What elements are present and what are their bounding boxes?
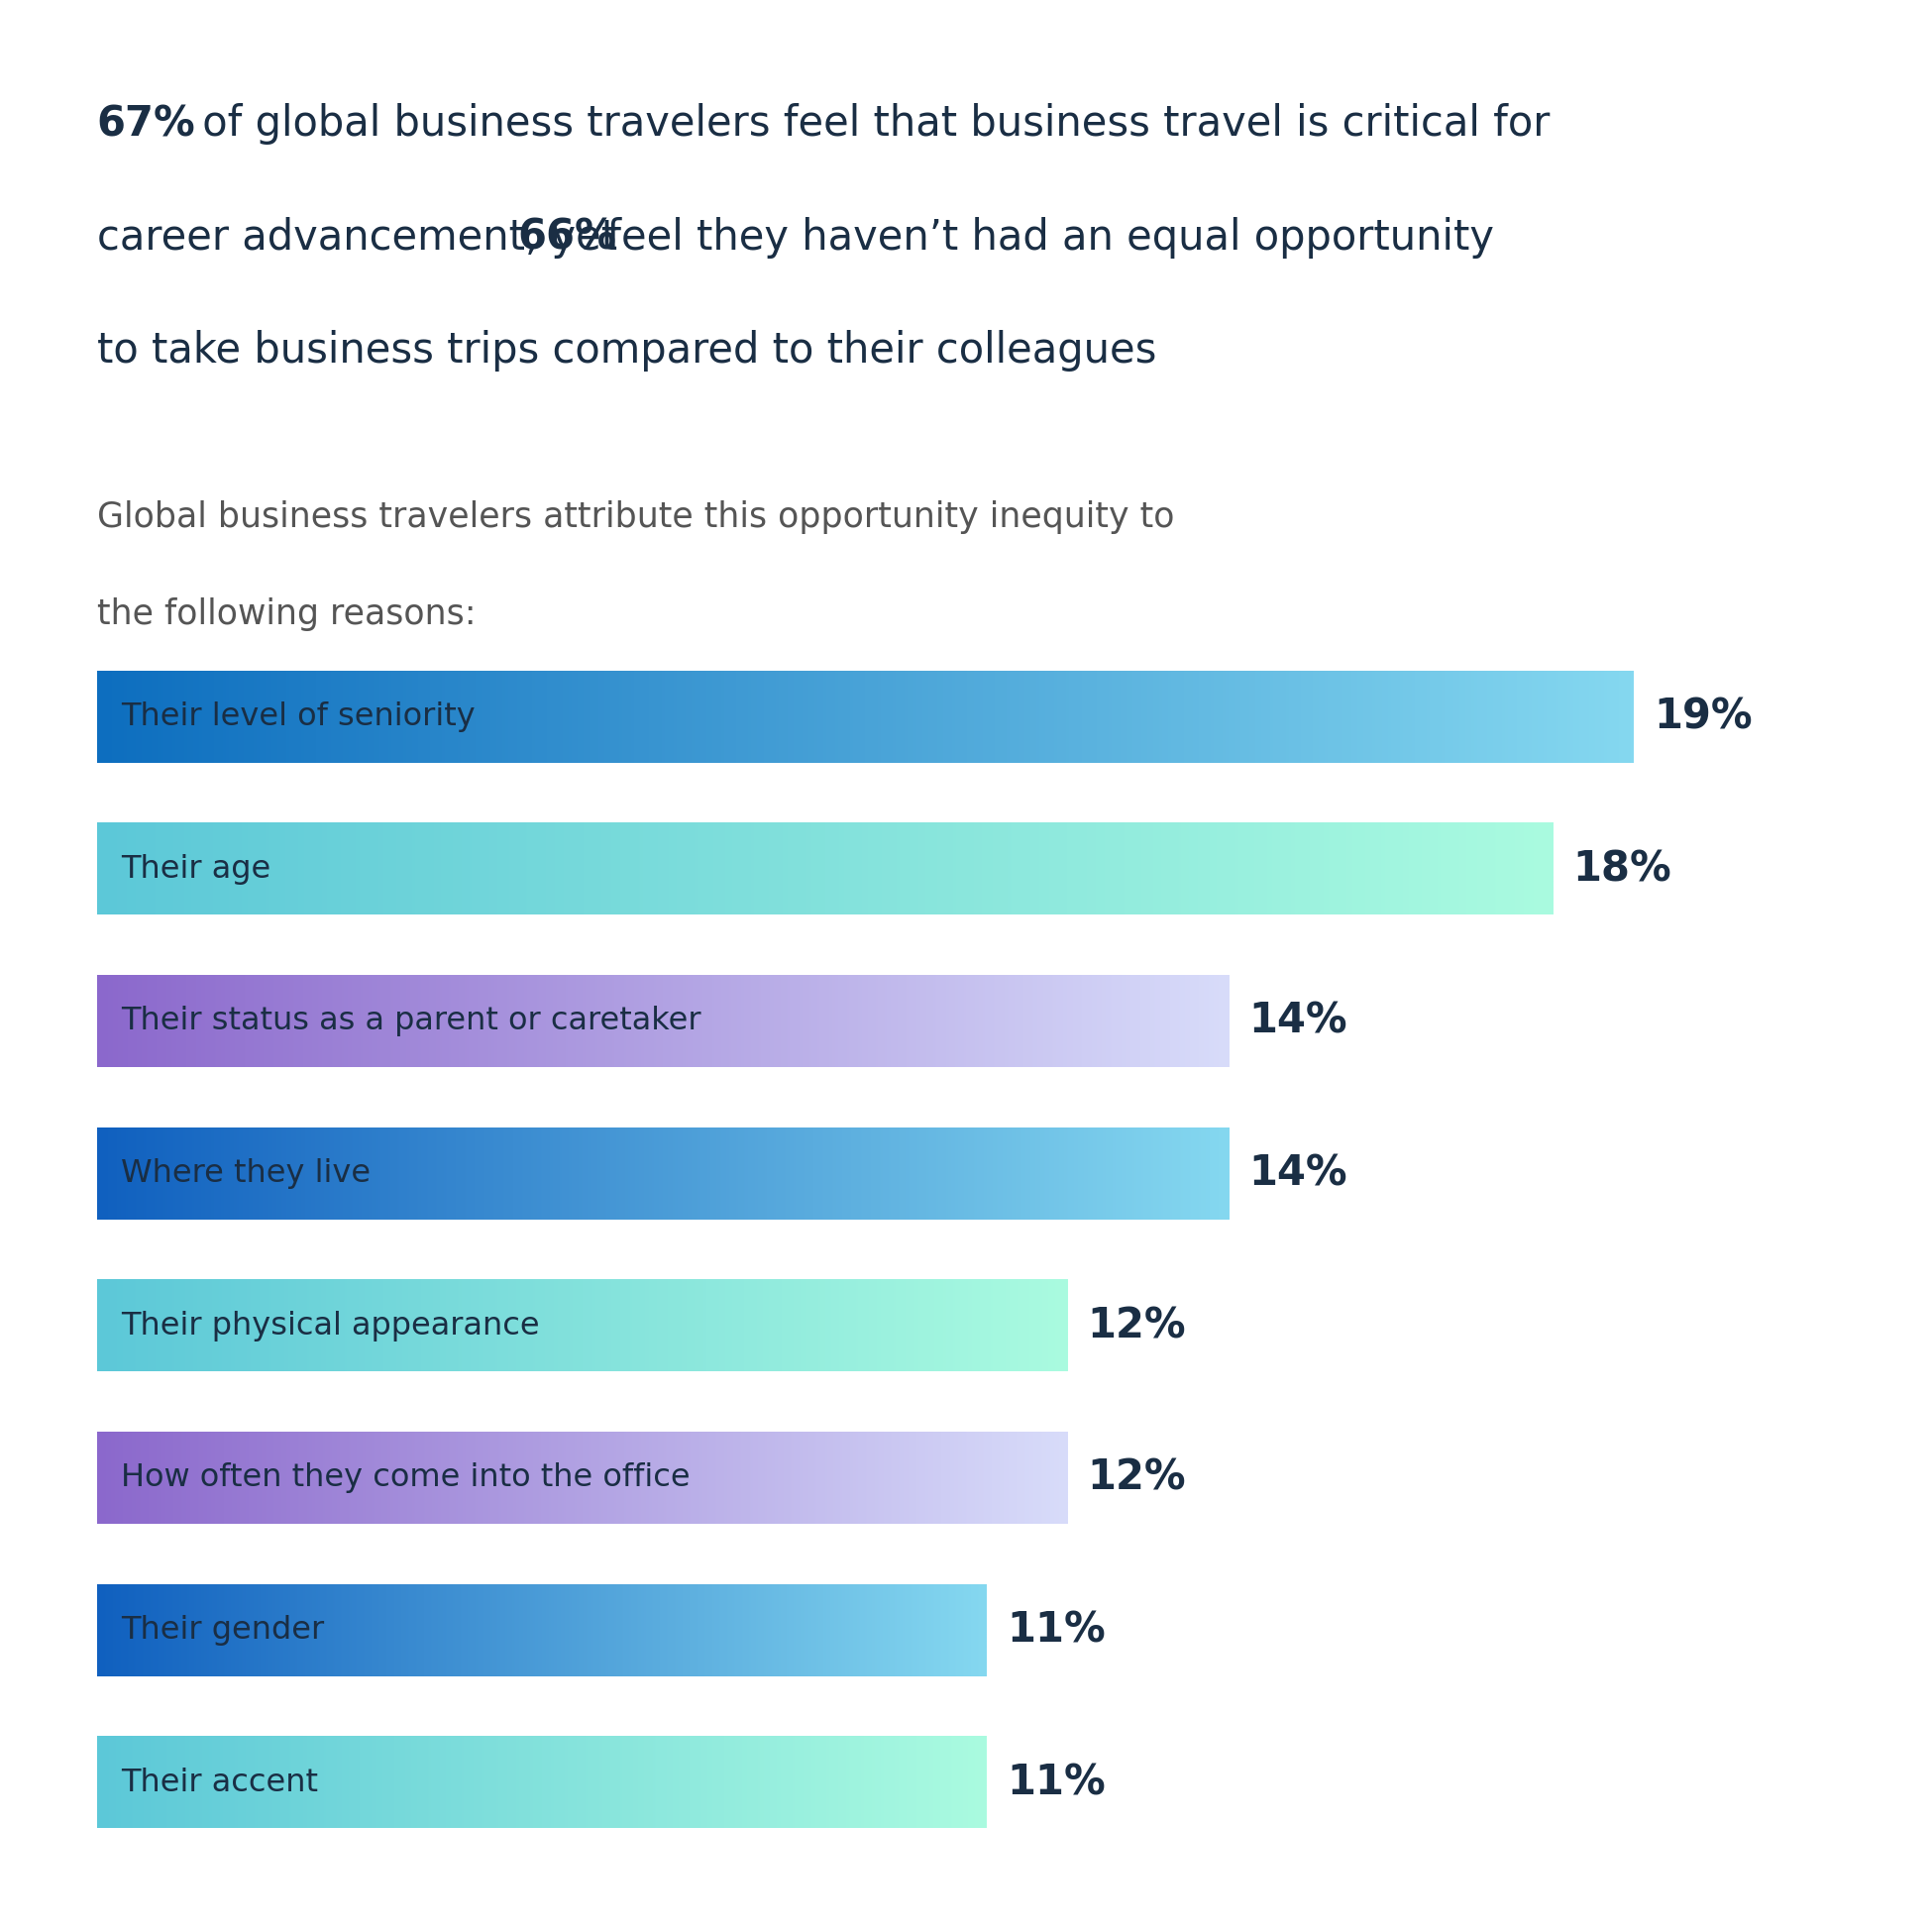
Text: 14%: 14% bbox=[1250, 1153, 1349, 1194]
Text: 67%: 67% bbox=[97, 102, 195, 145]
Text: How often they come into the office: How often they come into the office bbox=[122, 1463, 690, 1493]
Text: 66%: 66% bbox=[518, 216, 616, 259]
Text: Their level of seniority: Their level of seniority bbox=[122, 701, 475, 732]
Text: Their gender: Their gender bbox=[122, 1615, 325, 1646]
Text: 18%: 18% bbox=[1573, 848, 1671, 891]
Text: 11%: 11% bbox=[1007, 1762, 1105, 1803]
Text: 19%: 19% bbox=[1654, 696, 1752, 738]
Text: 14%: 14% bbox=[1250, 1001, 1349, 1041]
Text: to take business trips compared to their colleagues: to take business trips compared to their… bbox=[97, 330, 1155, 373]
Text: the following reasons:: the following reasons: bbox=[97, 597, 475, 630]
Text: 12%: 12% bbox=[1088, 1306, 1186, 1347]
Text: Where they live: Where they live bbox=[122, 1159, 371, 1188]
Text: 11%: 11% bbox=[1007, 1609, 1105, 1652]
Text: career advancement, yet: career advancement, yet bbox=[97, 216, 630, 259]
Text: of global business travelers feel that business travel is critical for: of global business travelers feel that b… bbox=[189, 102, 1549, 145]
Text: Their status as a parent or caretaker: Their status as a parent or caretaker bbox=[122, 1007, 701, 1037]
Text: Their accent: Their accent bbox=[122, 1768, 319, 1799]
Text: Their physical appearance: Their physical appearance bbox=[122, 1310, 539, 1341]
Text: Global business travelers attribute this opportunity inequity to: Global business travelers attribute this… bbox=[97, 500, 1175, 535]
Text: Their age: Their age bbox=[122, 854, 270, 885]
Text: feel they haven’t had an equal opportunity: feel they haven’t had an equal opportuni… bbox=[593, 216, 1495, 259]
Text: 12%: 12% bbox=[1088, 1457, 1186, 1499]
